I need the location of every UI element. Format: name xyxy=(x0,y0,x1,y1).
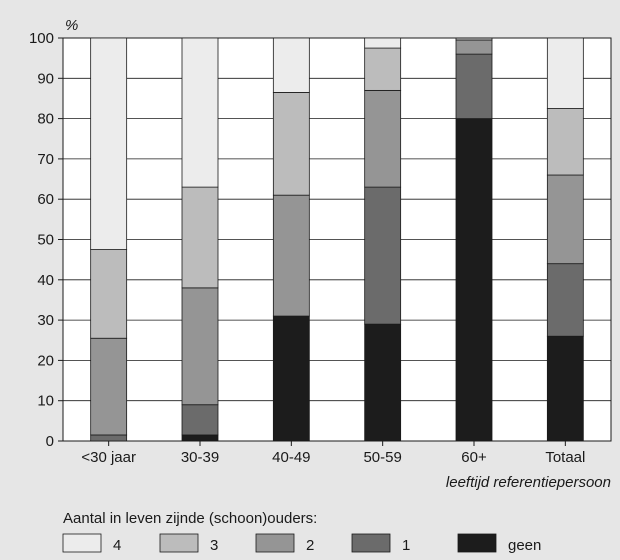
y-tick-label: 70 xyxy=(37,151,54,168)
y-tick-label: 30 xyxy=(37,312,54,329)
y-tick-label: 0 xyxy=(46,433,54,450)
x-tick-label: 50-59 xyxy=(363,449,401,466)
legend-item: 1 xyxy=(351,533,410,554)
bar-segment-2 xyxy=(181,287,219,406)
x-tick-label: 30-39 xyxy=(181,449,219,466)
legend-item: 2 xyxy=(255,533,314,554)
x-axis-title: leeftijd referentiepersoon xyxy=(446,474,611,491)
bar-stack xyxy=(181,37,219,442)
bar-segment-1 xyxy=(90,434,128,442)
y-axis-unit-label: % xyxy=(65,17,78,34)
bar-segment-geen xyxy=(272,315,310,442)
legend-label: 2 xyxy=(306,537,314,554)
bar-segment-3 xyxy=(181,186,219,289)
bar-segment-4 xyxy=(272,37,310,93)
bar-segment-geen xyxy=(181,434,219,442)
bar-segment-1 xyxy=(546,263,584,337)
legend-swatch xyxy=(351,533,391,553)
bar-segment-2 xyxy=(546,174,584,265)
legend: 4 3 2 1 geen xyxy=(62,533,541,554)
legend-item: 4 xyxy=(62,533,121,554)
legend-item: geen xyxy=(457,533,541,554)
bar-segment-2 xyxy=(455,39,493,55)
x-tick-label: <30 jaar xyxy=(81,449,136,466)
x-tick-label: Totaal xyxy=(545,449,585,466)
bar-segment-4 xyxy=(181,37,219,188)
grid-lines xyxy=(63,77,611,402)
bar-stack xyxy=(272,37,310,442)
legend-label: 1 xyxy=(402,537,410,554)
y-tick-label: 20 xyxy=(37,352,54,369)
legend-swatch xyxy=(457,533,497,553)
legend-swatch xyxy=(62,533,102,553)
bar-stack xyxy=(546,37,584,442)
y-tick-label: 40 xyxy=(37,272,54,289)
legend-label: 4 xyxy=(113,537,121,554)
y-tick-label: 10 xyxy=(37,393,54,410)
bar-segment-2 xyxy=(364,89,402,188)
y-tick-label: 50 xyxy=(37,232,54,249)
bar-segment-2 xyxy=(272,194,310,317)
bar-segment-2 xyxy=(90,337,128,436)
y-tick-label: 80 xyxy=(37,111,54,128)
y-axis-ticks: 0 10 20 30 40 50 60 70 80 90 100 xyxy=(29,30,63,450)
bar-segment-3 xyxy=(272,92,310,196)
x-axis-ticks: <30 jaar 30-39 40-49 50-59 60+ Totaal xyxy=(81,441,585,466)
bar-segment-4 xyxy=(364,37,402,49)
bar-segment-geen xyxy=(455,118,493,442)
legend-label: 3 xyxy=(210,537,218,554)
bar-segment-3 xyxy=(546,108,584,176)
y-tick-label: 90 xyxy=(37,70,54,87)
bar-segment-1 xyxy=(364,186,402,325)
legend-label: geen xyxy=(508,537,541,554)
bar-segment-3 xyxy=(364,47,402,91)
bar-segment-1 xyxy=(455,53,493,120)
bar-segment-1 xyxy=(181,404,219,436)
y-tick-label: 60 xyxy=(37,191,54,208)
y-tick-label: 100 xyxy=(29,30,54,47)
legend-title: Aantal in leven zijnde (schoon)ouders: xyxy=(63,510,317,527)
bar-stack xyxy=(455,37,493,442)
bar-stack xyxy=(364,37,402,442)
bar-stack xyxy=(90,37,128,442)
x-tick-label: 60+ xyxy=(461,449,487,466)
bar-segment-3 xyxy=(90,249,128,339)
bar-segment-geen xyxy=(364,323,402,442)
legend-item: 3 xyxy=(159,533,218,554)
bar-segment-geen xyxy=(546,335,584,442)
bar-segment-4 xyxy=(90,37,128,250)
bar-segment-4 xyxy=(546,37,584,109)
legend-swatch xyxy=(159,533,199,553)
x-tick-label: 40-49 xyxy=(272,449,310,466)
bars xyxy=(90,37,584,442)
legend-swatch xyxy=(255,533,295,553)
bar-segment-3 xyxy=(455,37,493,41)
